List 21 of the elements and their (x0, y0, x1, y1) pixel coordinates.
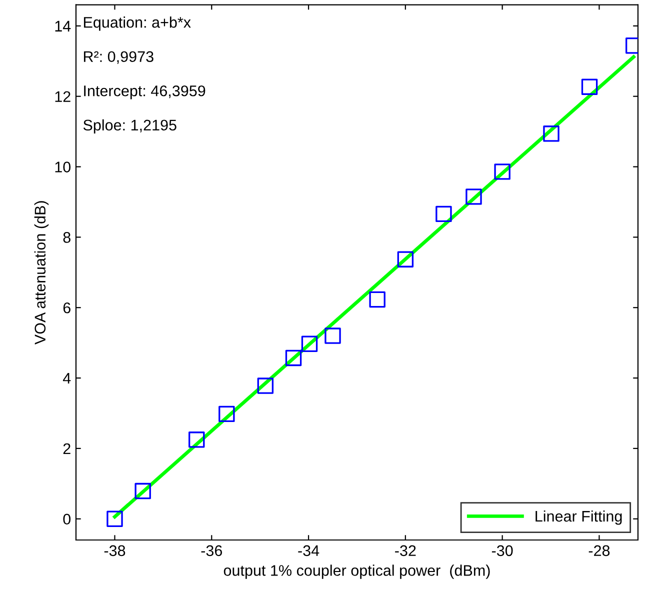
y-tick-label: 14 (55, 20, 71, 32)
legend-label: Linear Fitting (536, 510, 622, 525)
y-tick-label: 4 (62, 373, 71, 384)
y-tick-label: 6 (63, 302, 70, 314)
y-tick-label: 0 (63, 514, 71, 525)
x-tick-label: -36 (201, 545, 222, 556)
y-axis-title: VOA attenuation (dB) (34, 201, 49, 345)
x-tick-label: -28 (588, 545, 610, 556)
x-tick-label: -30 (492, 545, 513, 556)
annotation: R²: 0,9973 (84, 51, 154, 64)
x-tick-label: -38 (104, 545, 126, 556)
annotation: Intercept: 46,3959 (84, 85, 206, 100)
y-tick-label: 8 (63, 232, 70, 243)
y-tick-label: 2 (63, 443, 70, 454)
x-tick-label: -32 (395, 545, 416, 556)
x-axis-title: output 1% coupler optical power (dBm) (224, 564, 490, 579)
annotation: Equation: a+b*x (84, 16, 191, 31)
annotation: Sploe: 1,2195 (83, 119, 176, 134)
y-tick-label: 12 (55, 91, 70, 102)
x-tick-label: -34 (298, 545, 320, 556)
y-tick-label: 10 (55, 162, 71, 172)
